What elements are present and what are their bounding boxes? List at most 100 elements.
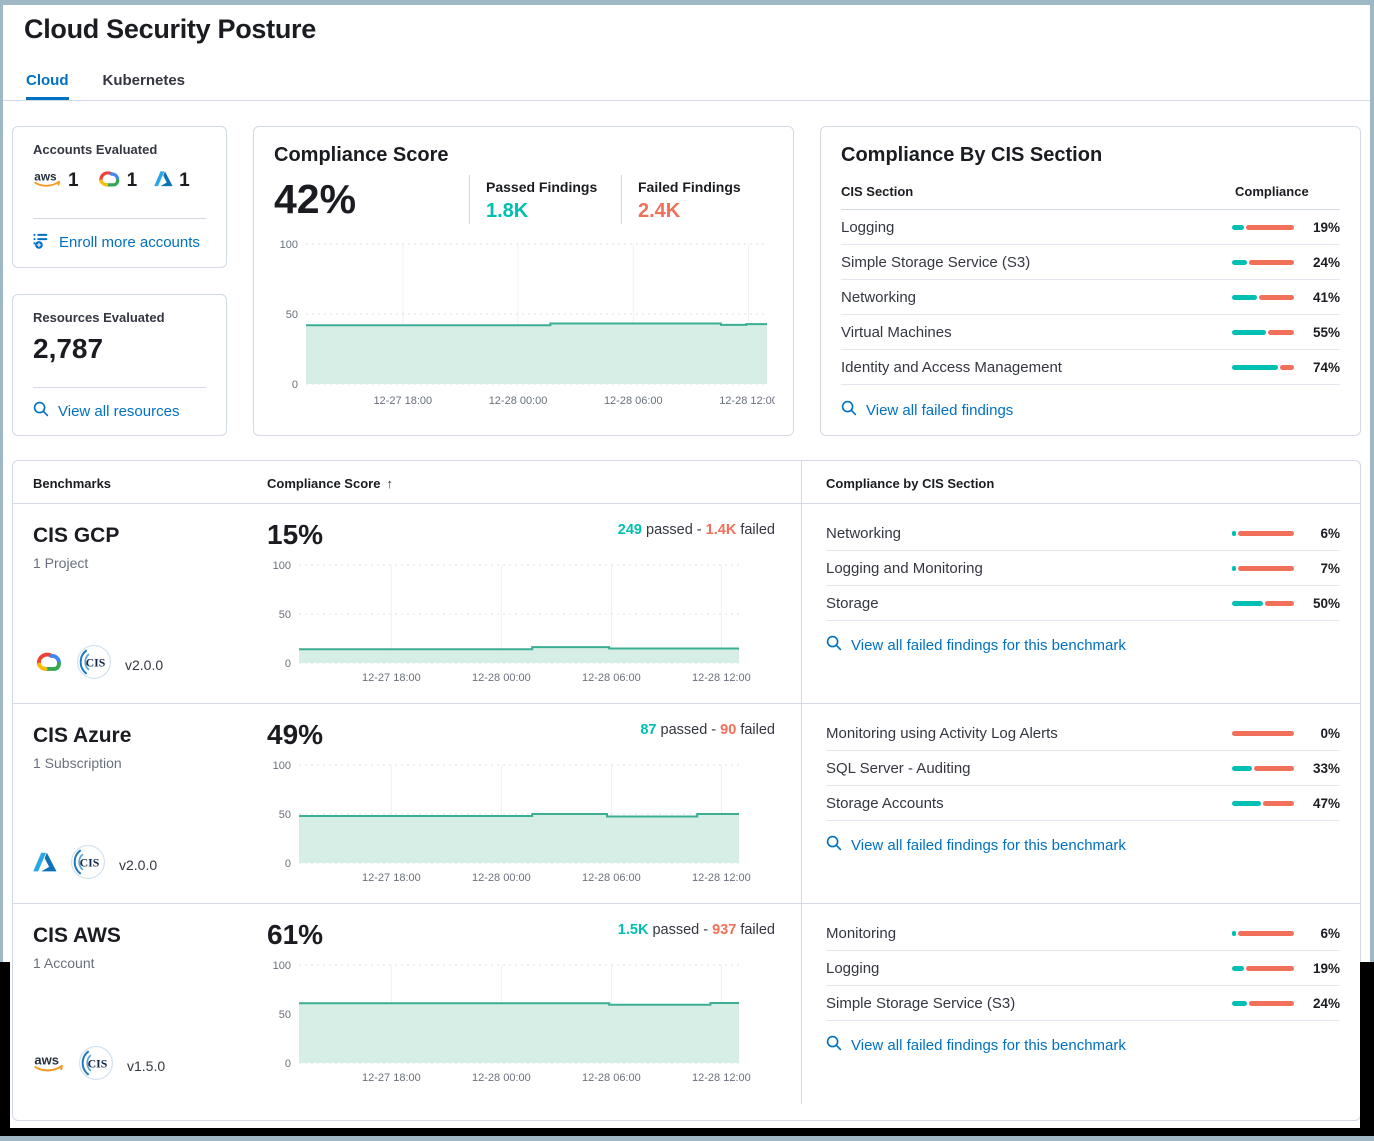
resources-evaluated-count: 2,787	[33, 333, 104, 364]
view-all-resources-link[interactable]: View all resources	[33, 401, 206, 421]
compliance-percent: 24%	[1312, 995, 1340, 1011]
benchmark-name: CIS Azure	[33, 724, 132, 747]
svg-text:12-28 06:00: 12-28 06:00	[582, 672, 641, 684]
tab-cloud[interactable]: Cloud	[26, 72, 69, 100]
screenshot-black-edge-bottom	[0, 1128, 1374, 1138]
cis-section-row: Monitoring 6%	[826, 916, 1340, 951]
card-divider	[33, 218, 206, 219]
search-icon	[826, 1035, 842, 1055]
cis-section-row: SQL Server - Auditing 33%	[826, 751, 1340, 786]
compliance-score-value: 42%	[274, 176, 357, 222]
svg-text:12-27 18:00: 12-27 18:00	[362, 1072, 421, 1084]
resources-evaluated-card: Resources Evaluated 2,787 View all resou…	[12, 294, 227, 436]
azure-icon	[33, 851, 57, 878]
card-divider	[33, 387, 206, 388]
cis-section-label: SQL Server - Auditing	[826, 759, 971, 777]
svg-text:12-28 00:00: 12-28 00:00	[472, 1072, 531, 1084]
cis-section-row: Networking 41%	[841, 280, 1340, 315]
svg-text:CIS: CIS	[80, 856, 100, 870]
svg-text:12-28 00:00: 12-28 00:00	[472, 672, 531, 684]
benchmark-version: v2.0.0	[119, 856, 158, 873]
svg-text:12-27 18:00: 12-27 18:00	[362, 872, 421, 884]
search-icon	[826, 635, 842, 655]
svg-text:0: 0	[292, 379, 298, 391]
benchmark-score: 61%	[267, 919, 324, 950]
cis-section-row: Identity and Access Management 74%	[841, 350, 1340, 385]
view-failed-findings-benchmark-link[interactable]: View all failed findings for this benchm…	[826, 635, 1126, 655]
page-title: Cloud Security Posture	[24, 14, 316, 44]
svg-text:50: 50	[279, 1009, 291, 1021]
cis-section-row: Storage 50%	[826, 586, 1340, 621]
tab-bar: Cloud Kubernetes	[0, 72, 1374, 101]
compliance-bar	[1232, 1000, 1294, 1006]
screenshot-black-edge-left	[0, 962, 10, 1141]
compliance-bar	[1232, 565, 1294, 571]
cis-section-label: Networking	[826, 524, 902, 542]
benchmark-subtitle: 1 Project	[33, 555, 89, 571]
benchmarks-table-header: Benchmarks Compliance Score ↑ Compliance …	[13, 461, 1360, 504]
cis-section-row: Simple Storage Service (S3) 24%	[841, 245, 1340, 280]
passed-failed-summary: 249 passed - 1.4K failed	[617, 522, 775, 538]
view-failed-findings-benchmark-link[interactable]: View all failed findings for this benchm…	[826, 1035, 1126, 1055]
compliance-percent: 0%	[1320, 725, 1340, 741]
aws-account-count: 1	[68, 170, 79, 192]
cis-section-label: Simple Storage Service (S3)	[826, 994, 1016, 1012]
cis-section-row: Simple Storage Service (S3) 24%	[826, 986, 1340, 1021]
compliance-percent: 6%	[1320, 925, 1340, 941]
view-all-failed-findings-link[interactable]: View all failed findings	[841, 400, 1013, 420]
benchmark-version: v2.0.0	[125, 656, 164, 673]
compliance-percent: 24%	[1312, 254, 1340, 270]
compliance-trend-chart: 0 50 100 12-27 18:00 12-28 00:00 12-28 06:00 1…	[280, 239, 775, 407]
compliance-bar	[1232, 730, 1294, 736]
benchmark-score: 15%	[267, 519, 324, 550]
cis-logo-icon: CIS	[78, 1045, 114, 1086]
compliance-percent: 47%	[1312, 795, 1340, 811]
enroll-more-accounts-link[interactable]: Enroll more accounts	[33, 232, 206, 253]
cis-section-row: Monitoring using Activity Log Alerts 0%	[826, 716, 1340, 751]
cis-section-row: Logging 19%	[826, 951, 1340, 986]
benchmark-subtitle: 1 Subscription	[33, 755, 122, 771]
cis-section-card-title: Compliance By CIS Section	[841, 144, 1103, 166]
compliance-percent: 6%	[1320, 525, 1340, 541]
compliance-bar	[1232, 364, 1294, 370]
svg-text:12-28 06:00: 12-28 06:00	[604, 395, 663, 407]
benchmark-cis-sections: Monitoring 6% Logging 19% Simple Storage Ser…	[801, 904, 1360, 1104]
azure-account-count: 1	[179, 170, 190, 192]
benchmark-name: CIS GCP	[33, 524, 120, 547]
svg-text:12-28 00:00: 12-28 00:00	[489, 395, 548, 407]
cis-section-label: Simple Storage Service (S3)	[841, 253, 1031, 271]
compliance-bar	[1232, 530, 1294, 536]
benchmark-row: CIS Azure 1 Subscription CIS v2.0.0 49% 87 p…	[13, 704, 1360, 904]
accounts-evaluated-title: Accounts Evaluated	[33, 142, 158, 157]
compliance-percent: 74%	[1312, 359, 1340, 375]
svg-text:12-28 06:00: 12-28 06:00	[582, 1072, 641, 1084]
benchmarks-sort-header[interactable]: Compliance Score ↑	[267, 476, 393, 491]
passed-failed-summary: 1.5K passed - 937 failed	[617, 922, 775, 938]
view-failed-findings-benchmark-link[interactable]: View all failed findings for this benchm…	[826, 835, 1126, 855]
cis-section-label: Monitoring using Activity Log Alerts	[826, 724, 1058, 742]
cis-section-row: Virtual Machines 55%	[841, 315, 1340, 350]
svg-text:100: 100	[273, 960, 291, 972]
compliance-bar	[1232, 329, 1294, 335]
passed-findings-value: 1.8K	[486, 200, 529, 222]
azure-icon	[154, 170, 173, 192]
tab-kubernetes[interactable]: Kubernetes	[102, 72, 186, 89]
compliance-percent: 19%	[1312, 219, 1340, 235]
cis-section-row: Storage Accounts 47%	[826, 786, 1340, 821]
cis-section-label: Virtual Machines	[841, 323, 952, 341]
compliance-percent: 19%	[1312, 960, 1340, 976]
svg-text:aws: aws	[34, 1053, 59, 1067]
compliance-bar	[1232, 800, 1294, 806]
failed-findings-value: 2.4K	[638, 200, 681, 222]
cis-section-row: Networking 6%	[826, 516, 1340, 551]
search-icon	[841, 400, 857, 420]
search-icon	[826, 835, 842, 855]
passed-findings-stat: Passed Findings 1.8K	[469, 175, 621, 225]
cis-section-label: Monitoring	[826, 924, 897, 942]
cis-section-label: Storage	[826, 594, 879, 612]
compliance-percent: 7%	[1320, 560, 1340, 576]
cis-logo-icon: CIS	[76, 644, 112, 685]
benchmark-subtitle: 1 Account	[33, 955, 95, 971]
benchmarks-table: Benchmarks Compliance Score ↑ Compliance …	[12, 460, 1361, 1121]
